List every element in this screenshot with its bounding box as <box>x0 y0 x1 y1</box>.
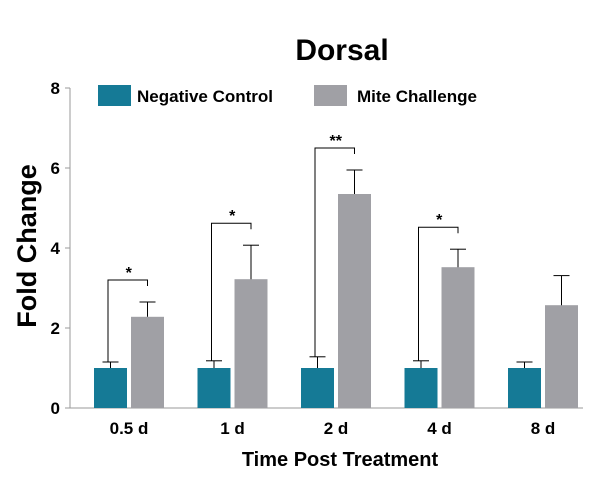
y-axis-label: Fold Change <box>12 164 42 328</box>
significance-marker: * <box>436 212 443 229</box>
bar-negative-control <box>94 368 127 408</box>
x-tick-label: 1 d <box>220 419 245 438</box>
significance-marker: ** <box>330 133 343 150</box>
significance-bracket <box>211 222 252 361</box>
significance-marker: * <box>126 265 133 282</box>
bar-negative-control <box>508 368 541 408</box>
bar-mite-challenge <box>545 305 578 408</box>
x-tick-label: 8 d <box>531 419 556 438</box>
bar-mite-challenge <box>441 267 475 408</box>
chart-title: Dorsal <box>295 34 388 67</box>
y-tick-label: 4 <box>51 239 61 258</box>
bar-mite-challenge <box>338 194 371 408</box>
x-tick-label: 2 d <box>324 419 349 438</box>
bar-mite-challenge <box>234 279 268 408</box>
bar-negative-control <box>404 368 438 408</box>
y-tick-label: 0 <box>51 399 60 418</box>
legend-label: Negative Control <box>137 87 273 106</box>
x-axis-label: Time Post Treatment <box>242 449 439 471</box>
x-tick-label: 0.5 d <box>110 419 149 438</box>
bar-negative-control <box>197 368 231 408</box>
legend-swatch <box>314 85 347 106</box>
x-tick-label: 4 d <box>427 419 452 438</box>
significance-bracket <box>314 147 355 357</box>
significance-bracket <box>418 226 459 361</box>
significance-bracket <box>107 279 148 362</box>
legend: Negative Control Mite Challenge <box>98 85 477 106</box>
y-tick-label: 8 <box>51 79 60 98</box>
bar-negative-control <box>301 368 334 408</box>
y-tick-label: 2 <box>51 319 60 338</box>
legend-swatch <box>98 85 131 106</box>
significance-marker: * <box>229 208 236 225</box>
chart-marks: 0 2 4 6 8 * 0.5 d * 1 d ** 2 d * 4 d 8 d <box>51 79 578 438</box>
legend-label: Mite Challenge <box>357 87 477 106</box>
bar-mite-challenge <box>131 316 164 408</box>
y-tick-label: 6 <box>51 159 60 178</box>
